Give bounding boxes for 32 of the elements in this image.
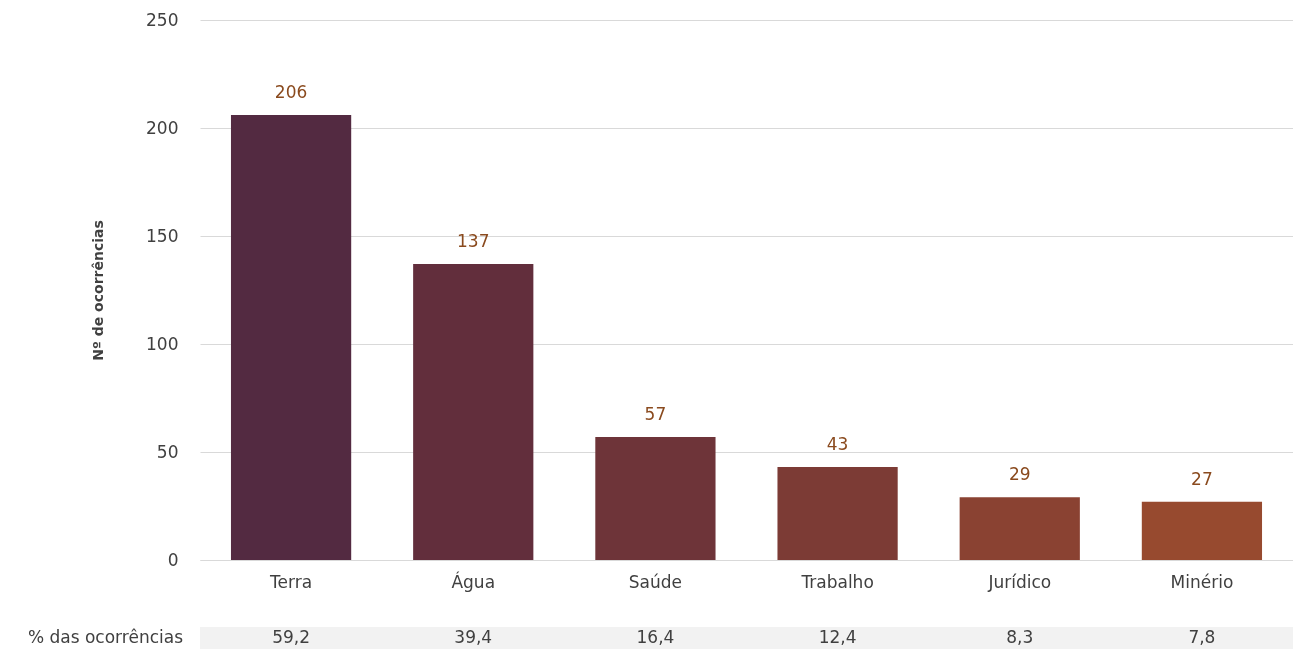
bar (595, 436, 716, 560)
y-tick-label: 150 (146, 225, 179, 246)
bar (413, 264, 534, 560)
data-label: 57 (644, 403, 667, 424)
x-tick-label: Água (451, 570, 496, 592)
bar (230, 115, 352, 560)
x-tick-label: Jurídico (987, 571, 1052, 592)
x-tick-label: Trabalho (800, 571, 874, 592)
text: 16,4 (636, 627, 675, 647)
data-label: 206 (274, 82, 308, 103)
text: 59,2 (272, 627, 311, 647)
y-axis-title: Nº de ocorrências (90, 220, 107, 361)
x-tick-label: Saúde (628, 571, 683, 592)
y-tick-label: 200 (146, 117, 179, 138)
data-label: 29 (1008, 464, 1031, 485)
text: 39,4 (454, 627, 493, 647)
data-label: 43 (826, 434, 849, 455)
y-tick-label: 100 (146, 333, 179, 354)
bar (959, 497, 1080, 560)
x-tick-label: Terra (269, 571, 313, 592)
data-label: 27 (1191, 468, 1213, 489)
bar (777, 467, 898, 560)
data-label: 137 (457, 231, 490, 252)
text: 7,8 (1188, 627, 1216, 647)
text: 12,4 (818, 627, 857, 647)
y-tick-label: 50 (156, 441, 179, 462)
text: % das ocorrências (27, 627, 184, 647)
x-tick-label: Minério (1170, 571, 1234, 592)
bar (1141, 501, 1263, 560)
text: 8,3 (1006, 627, 1034, 647)
y-tick-label: 250 (146, 9, 179, 30)
y-tick-label: 0 (167, 549, 179, 570)
